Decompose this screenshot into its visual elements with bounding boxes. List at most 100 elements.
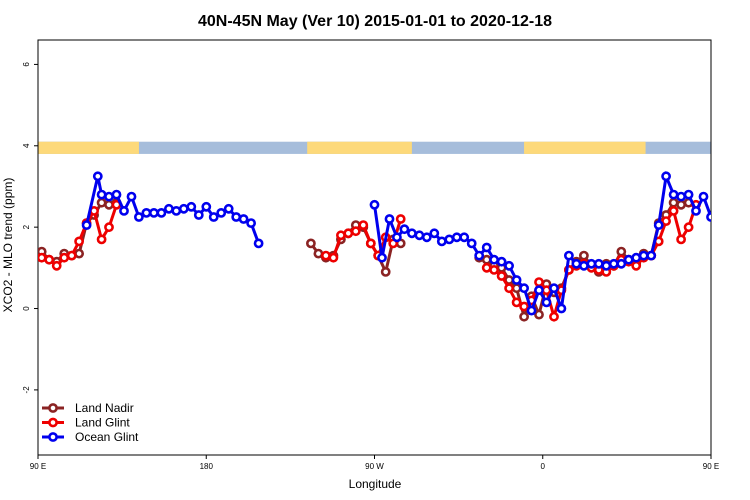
- data-point: [698, 191, 709, 202]
- data-point: [74, 236, 84, 247]
- data-point: [238, 214, 249, 224]
- data-point: [564, 250, 574, 261]
- data-point: [571, 258, 582, 269]
- x-tick-label: 180: [200, 462, 214, 471]
- data-point: [74, 248, 84, 259]
- data-point: [668, 189, 679, 200]
- data-point: [391, 232, 402, 243]
- data-point: [556, 303, 567, 314]
- data-point: [201, 201, 212, 212]
- land-ocean-band: [38, 141, 711, 154]
- data-point: [519, 311, 529, 322]
- legend-marker: [48, 403, 58, 413]
- data-point: [541, 285, 552, 296]
- data-point: [320, 250, 331, 261]
- y-tick-label: 0: [22, 306, 31, 311]
- data-point: [444, 234, 455, 245]
- y-axis-label: XCO2 - MLO trend (ppm): [1, 178, 15, 313]
- data-point: [489, 254, 499, 265]
- data-point: [638, 250, 649, 261]
- data-point: [730, 209, 737, 216]
- x-axis-label: Longitude: [349, 477, 402, 491]
- legend-marker: [48, 432, 58, 442]
- data-point: [313, 248, 324, 259]
- data-point: [579, 260, 589, 271]
- data-point: [608, 258, 619, 269]
- legend-marker: [48, 417, 58, 428]
- data-point: [66, 250, 77, 261]
- data-point: [534, 309, 544, 320]
- data-point: [653, 220, 664, 230]
- data-point: [661, 171, 671, 182]
- land-segment: [307, 141, 412, 154]
- chart-title: 40N-45N May (Ver 10) 2015-01-01 to 2020-…: [198, 13, 552, 30]
- y-tick-label: 6: [22, 62, 31, 67]
- x-tick-label: 90 W: [365, 462, 384, 471]
- data-point: [722, 209, 729, 216]
- data-point: [683, 189, 694, 200]
- data-point: [81, 220, 92, 230]
- legend-label: Land Nadir: [75, 401, 134, 415]
- data-point: [706, 212, 711, 222]
- data-point: [216, 207, 227, 218]
- data-point: [668, 197, 679, 208]
- data-point: [380, 266, 391, 277]
- data-point: [305, 238, 316, 249]
- data-point: [358, 220, 369, 230]
- data-point: [631, 260, 642, 271]
- data-point: [489, 264, 499, 275]
- data-point: [96, 234, 107, 245]
- data-point: [549, 283, 559, 294]
- data-point: [186, 201, 197, 212]
- legend-label: Ocean Glint: [75, 430, 139, 444]
- data-point: [384, 214, 395, 224]
- data-point: [406, 228, 417, 239]
- series-layer: [38, 170, 744, 323]
- data-point: [496, 271, 507, 281]
- data-point: [661, 216, 671, 226]
- data-point: [511, 275, 522, 285]
- data-point: [519, 301, 529, 312]
- x-tick-label: 90 E: [30, 462, 46, 471]
- data-point: [511, 283, 522, 294]
- y-tick-label: 4: [22, 143, 31, 148]
- data-point: [504, 260, 514, 271]
- data-point: [253, 238, 264, 249]
- data-point: [51, 260, 62, 271]
- data-point: [676, 191, 686, 202]
- legend-label: Land Glint: [75, 416, 130, 430]
- data-point: [616, 246, 627, 257]
- data-point: [526, 305, 537, 316]
- data-point: [414, 230, 425, 241]
- data-point: [623, 254, 634, 265]
- data-point: [616, 258, 627, 269]
- land-segment: [38, 141, 139, 154]
- data-point: [436, 236, 447, 247]
- data-point: [459, 232, 470, 243]
- data-point: [737, 205, 744, 212]
- data-point: [96, 189, 107, 200]
- data-point: [38, 252, 47, 263]
- data-point: [474, 250, 485, 261]
- data-point: [534, 277, 544, 287]
- data-point: [429, 228, 440, 239]
- data-point: [631, 252, 642, 263]
- data-point: [601, 260, 612, 271]
- data-point: [481, 242, 492, 253]
- data-point: [496, 256, 507, 267]
- data-point: [549, 311, 559, 322]
- data-point: [421, 232, 432, 243]
- data-point: [646, 250, 657, 261]
- data-point: [171, 205, 182, 216]
- data-point: [511, 297, 522, 308]
- data-point: [111, 189, 122, 200]
- data-point: [365, 238, 376, 249]
- data-point: [519, 283, 529, 294]
- series-ocean-glint: [81, 170, 744, 316]
- data-point: [668, 205, 679, 216]
- y-tick-label: 2: [22, 224, 31, 229]
- data-point: [246, 218, 256, 228]
- data-point: [104, 222, 114, 233]
- data-point: [377, 252, 387, 263]
